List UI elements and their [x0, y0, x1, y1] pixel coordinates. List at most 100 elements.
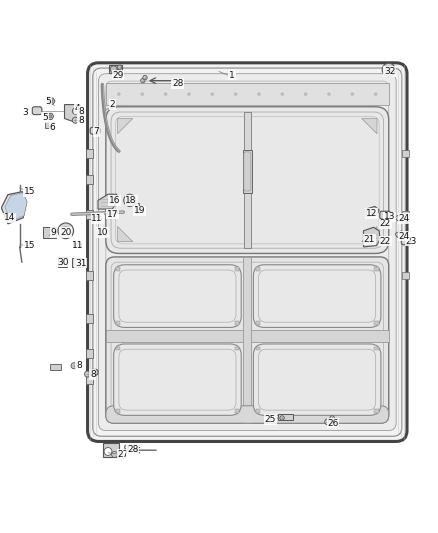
Bar: [374, 346, 379, 350]
Circle shape: [280, 416, 284, 420]
Text: 26: 26: [327, 419, 339, 427]
Text: 21: 21: [364, 235, 375, 244]
Circle shape: [72, 117, 78, 123]
Text: 10: 10: [97, 228, 108, 237]
Circle shape: [124, 194, 136, 206]
PathPatch shape: [99, 74, 396, 431]
Polygon shape: [1, 192, 27, 224]
Circle shape: [112, 451, 117, 457]
Bar: [235, 268, 239, 271]
Circle shape: [98, 230, 104, 236]
Bar: [278, 414, 293, 419]
Bar: [235, 409, 239, 413]
Circle shape: [234, 92, 237, 96]
Circle shape: [117, 92, 120, 96]
PathPatch shape: [401, 238, 411, 245]
Circle shape: [330, 416, 334, 420]
Bar: [402, 272, 409, 279]
Bar: [116, 346, 120, 350]
Text: 17: 17: [106, 210, 118, 219]
Bar: [374, 409, 379, 413]
Bar: [134, 204, 139, 212]
Text: 5: 5: [46, 98, 51, 107]
PathPatch shape: [114, 344, 241, 415]
Bar: [106, 329, 389, 342]
Text: 16: 16: [109, 196, 120, 205]
Circle shape: [164, 92, 167, 96]
Circle shape: [110, 66, 117, 73]
Text: 23: 23: [406, 237, 417, 246]
PathPatch shape: [253, 265, 381, 327]
Bar: [103, 443, 119, 457]
Circle shape: [117, 65, 122, 69]
Text: 5: 5: [42, 113, 48, 122]
Circle shape: [143, 76, 147, 80]
Polygon shape: [117, 227, 133, 241]
Bar: [235, 346, 239, 350]
Text: 12: 12: [366, 209, 377, 218]
Polygon shape: [47, 114, 53, 119]
Circle shape: [380, 237, 386, 244]
Text: 11: 11: [92, 214, 103, 223]
Polygon shape: [395, 214, 404, 221]
Polygon shape: [366, 206, 379, 216]
Bar: [86, 375, 93, 384]
Text: 15: 15: [24, 187, 35, 196]
Polygon shape: [48, 98, 55, 104]
Circle shape: [127, 197, 133, 204]
Text: 8: 8: [78, 107, 84, 116]
Bar: [50, 364, 61, 370]
Circle shape: [141, 92, 144, 96]
Text: 29: 29: [112, 70, 124, 79]
PathPatch shape: [90, 127, 100, 134]
Circle shape: [385, 66, 392, 73]
Bar: [72, 258, 83, 268]
Bar: [86, 175, 93, 184]
Text: 25: 25: [265, 415, 276, 424]
Text: 3: 3: [22, 108, 28, 117]
Circle shape: [325, 419, 331, 425]
Bar: [110, 66, 122, 73]
Circle shape: [62, 227, 70, 235]
Text: 4: 4: [75, 104, 80, 114]
Text: 8: 8: [90, 370, 95, 379]
Text: 11: 11: [72, 241, 83, 250]
Circle shape: [257, 92, 261, 96]
Bar: [92, 215, 101, 220]
Bar: [374, 321, 379, 325]
Bar: [86, 314, 93, 323]
Polygon shape: [364, 228, 380, 247]
Bar: [86, 210, 93, 219]
Circle shape: [124, 448, 129, 453]
Text: 22: 22: [380, 237, 391, 246]
Text: 30: 30: [57, 257, 69, 266]
Circle shape: [350, 92, 354, 96]
Bar: [86, 149, 93, 158]
Bar: [235, 321, 239, 325]
Bar: [106, 83, 389, 105]
Text: 24: 24: [398, 214, 410, 223]
Bar: [402, 150, 409, 157]
PathPatch shape: [106, 406, 389, 423]
PathPatch shape: [253, 344, 381, 415]
Circle shape: [374, 92, 378, 96]
Text: 2: 2: [110, 100, 115, 109]
Text: 22: 22: [380, 220, 391, 228]
Bar: [86, 349, 93, 358]
Text: 31: 31: [75, 259, 86, 268]
Text: 14: 14: [4, 213, 15, 222]
Circle shape: [85, 371, 91, 377]
Bar: [116, 409, 120, 413]
PathPatch shape: [90, 369, 98, 375]
Bar: [244, 112, 251, 248]
Text: 8: 8: [78, 116, 84, 125]
Polygon shape: [362, 227, 377, 241]
Text: 18: 18: [125, 196, 137, 205]
PathPatch shape: [88, 63, 407, 441]
Circle shape: [211, 92, 214, 96]
Text: 32: 32: [384, 67, 395, 76]
Bar: [255, 321, 260, 325]
Circle shape: [124, 445, 129, 449]
Circle shape: [58, 223, 74, 239]
Polygon shape: [395, 231, 404, 237]
